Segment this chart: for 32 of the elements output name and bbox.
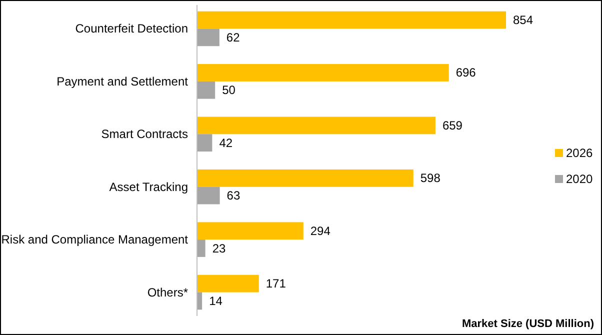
- data-label: 659: [442, 118, 463, 132]
- bar: [197, 274, 259, 292]
- data-label: 14: [209, 294, 223, 308]
- y-tick-label: Asset Tracking: [109, 180, 188, 194]
- data-label: 63: [226, 188, 240, 203]
- bar: [197, 222, 304, 240]
- data-label: 294: [310, 224, 331, 238]
- bar: [197, 169, 414, 187]
- bar: [197, 64, 449, 82]
- bar: [197, 116, 436, 134]
- bar: [197, 240, 206, 257]
- y-tick-label: Risk and Compliance Management: [1, 232, 189, 247]
- bar: [197, 186, 220, 204]
- x-axis-title: Market Size (USD Million): [462, 318, 594, 330]
- legend-label: 2026: [566, 146, 594, 160]
- y-tick-label: Smart Contracts: [101, 127, 188, 142]
- data-label: 50: [222, 83, 236, 98]
- data-label: 62: [226, 30, 240, 44]
- y-tick-label: Others*: [147, 285, 188, 300]
- data-label: 42: [219, 136, 233, 150]
- bar: [197, 28, 220, 46]
- data-label: 171: [266, 276, 286, 291]
- bar: [197, 11, 506, 29]
- legend-label: 2020: [566, 172, 594, 186]
- data-label: 598: [420, 171, 441, 186]
- y-tick-label: Counterfeit Detection: [75, 22, 188, 36]
- data-label: 23: [212, 241, 226, 256]
- bar: [197, 134, 212, 152]
- data-label: 854: [513, 13, 534, 28]
- y-tick-label: Payment and Settlement: [56, 74, 189, 88]
- bar: [197, 81, 216, 99]
- data-label: 696: [456, 66, 476, 80]
